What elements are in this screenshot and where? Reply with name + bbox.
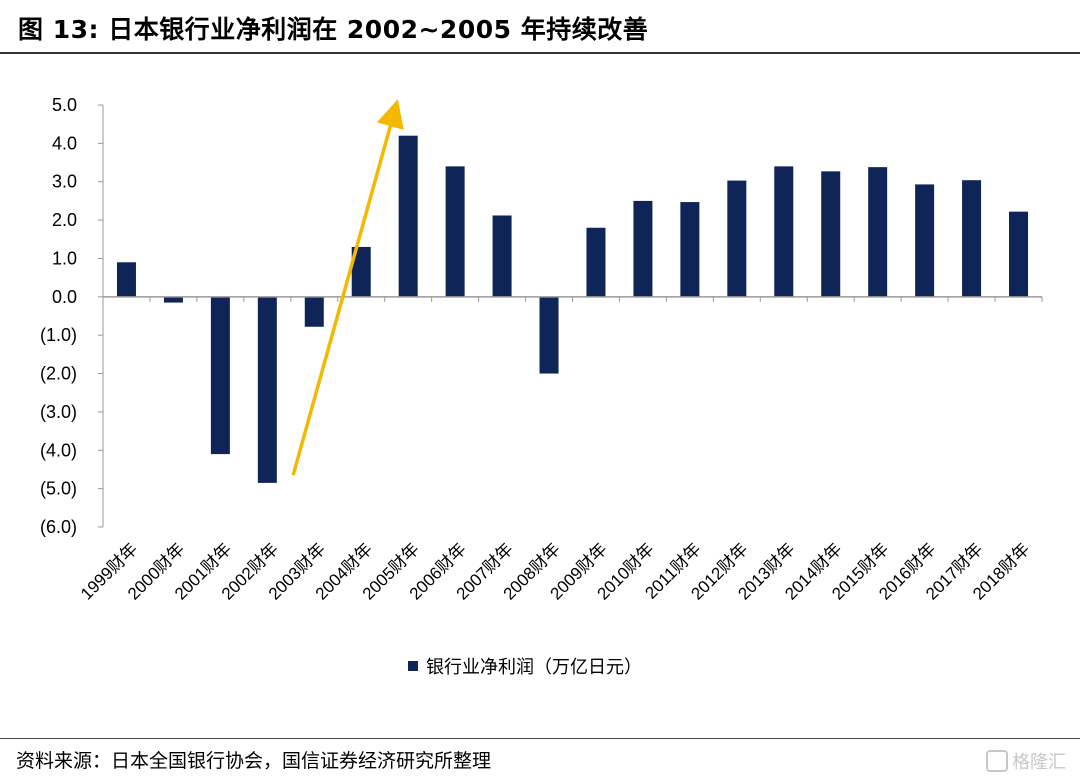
bar	[257, 296, 277, 483]
bar	[539, 296, 559, 374]
bar	[821, 171, 841, 297]
y-tick-label: 4.0	[52, 133, 77, 153]
source-note: 资料来源：日本全国银行协会，国信证券经济研究所整理	[16, 750, 492, 772]
y-tick-label: 5.0	[52, 95, 77, 115]
bar	[304, 296, 324, 327]
y-tick-label: (4.0)	[40, 440, 77, 460]
legend: 银行业净利润（万亿日元）	[408, 653, 642, 679]
bar	[445, 166, 465, 297]
bar	[727, 180, 747, 297]
bar	[398, 135, 418, 297]
y-tick-label: 2.0	[52, 210, 77, 230]
y-tick-label: (6.0)	[40, 517, 77, 537]
bar	[680, 202, 700, 297]
bar	[492, 215, 512, 297]
watermark: 格隆汇	[986, 748, 1066, 774]
bar	[210, 296, 230, 455]
y-tick-label: 3.0	[52, 172, 77, 192]
bar	[774, 166, 794, 297]
bar-chart: 5.0 4.0 3.0 2.0 1.0 0.0 (1.0) (2.0) (3.0) (4.0) (5…	[40, 95, 1043, 604]
y-tick-label: 1.0	[52, 248, 77, 268]
bar	[633, 200, 653, 297]
bar	[915, 184, 935, 297]
chart-title: 图 13: 日本银行业净利润在 2002~2005 年持续改善	[18, 15, 649, 44]
title-divider	[0, 52, 1080, 54]
watermark-text: 格隆汇	[1012, 752, 1066, 773]
bar	[163, 296, 183, 303]
bar	[868, 167, 888, 297]
legend-label: 银行业净利润（万亿日元）	[426, 657, 642, 678]
bar	[116, 262, 136, 297]
trend-arrow	[291, 99, 404, 476]
y-tick-label: (5.0)	[40, 479, 77, 499]
bar	[962, 180, 982, 297]
bar	[586, 227, 606, 297]
y-tick-label: (3.0)	[40, 402, 77, 422]
y-tick-label: (1.0)	[40, 325, 77, 345]
y-tick-label: 0.0	[52, 287, 77, 307]
footer-divider	[0, 738, 1080, 739]
y-tick-label: (2.0)	[40, 364, 77, 384]
bar	[351, 246, 371, 297]
bar	[1009, 211, 1029, 297]
watermark-logo-icon	[986, 750, 1008, 772]
legend-swatch	[408, 661, 418, 671]
